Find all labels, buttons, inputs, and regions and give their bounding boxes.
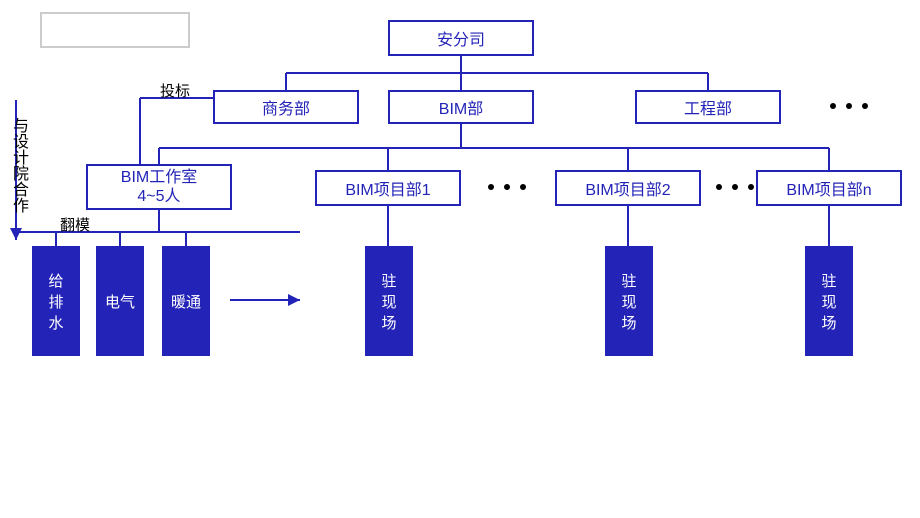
node-site-2: 驻现场 [605, 246, 653, 356]
node-label: BIM项目部2 [585, 176, 670, 200]
node-label: BIM项目部1 [345, 176, 430, 200]
node-label: 驻现场 [620, 270, 638, 333]
ellipsis-3 [716, 184, 754, 190]
node-bim-studio: BIM工作室 4~5人 [86, 164, 232, 210]
node-sub-electric: 电气 [96, 246, 144, 356]
node-label: BIM工作室 4~5人 [121, 168, 197, 206]
ellipsis-2 [488, 184, 526, 190]
node-bim-proj-n: BIM项目部n [756, 170, 902, 206]
node-root-label: 安分司 [437, 26, 485, 50]
node-bim-proj-2: BIM项目部2 [555, 170, 701, 206]
node-sub-hvac: 暖通 [162, 246, 210, 356]
blank-box [40, 12, 190, 48]
node-bim-proj-1: BIM项目部1 [315, 170, 461, 206]
label-bid: 投标 [160, 80, 190, 101]
node-site-1: 驻现场 [365, 246, 413, 356]
ellipsis-1 [830, 103, 868, 109]
node-label: BIM部 [439, 95, 483, 119]
node-label: 工程部 [684, 95, 732, 119]
node-sub-water: 给排水 [32, 246, 80, 356]
node-label: 商务部 [262, 95, 310, 119]
node-dept-business: 商务部 [213, 90, 359, 124]
node-dept-engineering: 工程部 [635, 90, 781, 124]
vtext-cooperation: 与设计院合作 [6, 100, 30, 230]
node-label: 暖通 [171, 291, 201, 312]
node-label: BIM项目部n [786, 176, 871, 200]
node-dept-bim: BIM部 [388, 90, 534, 124]
node-label: 驻现场 [820, 270, 838, 333]
node-label: 给排水 [47, 270, 65, 333]
label-model: 翻模 [60, 214, 90, 235]
node-label: 驻现场 [380, 270, 398, 333]
node-site-n: 驻现场 [805, 246, 853, 356]
node-label: 电气 [105, 291, 135, 312]
node-root: 安分司 [388, 20, 534, 56]
